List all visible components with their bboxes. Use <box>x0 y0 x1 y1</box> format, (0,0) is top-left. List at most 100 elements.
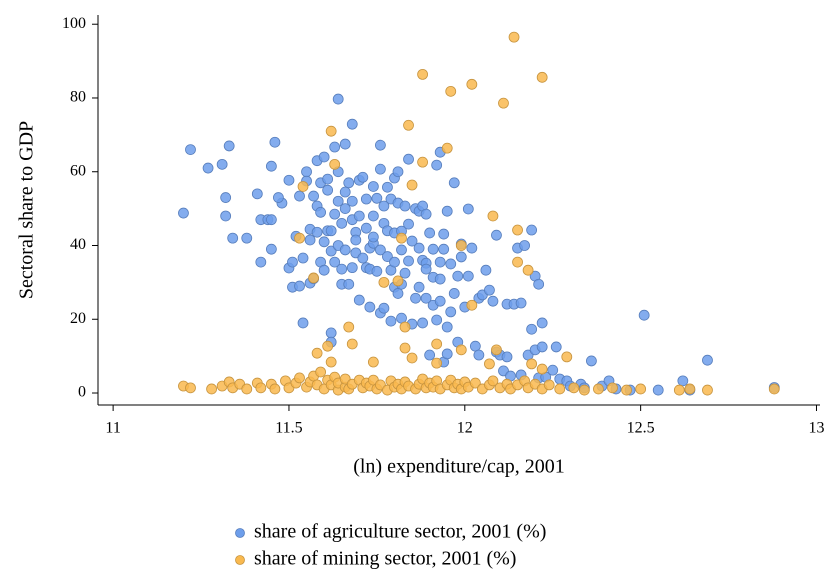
point <box>325 356 337 368</box>
point <box>568 382 580 394</box>
point <box>445 85 457 97</box>
point <box>308 272 319 284</box>
point <box>550 341 562 353</box>
point <box>336 217 348 229</box>
point <box>325 125 337 137</box>
point <box>515 297 527 309</box>
y-tick-label: 60 <box>70 162 86 179</box>
point <box>360 222 372 234</box>
point <box>343 278 355 290</box>
point <box>304 234 316 246</box>
point <box>343 177 355 189</box>
point <box>315 366 327 378</box>
point <box>406 352 418 364</box>
point <box>392 275 404 287</box>
point <box>371 265 383 277</box>
point <box>420 263 432 275</box>
x-tick-label: 12 <box>457 420 473 437</box>
point <box>410 292 421 304</box>
point <box>220 192 232 203</box>
point <box>491 344 502 356</box>
point <box>297 181 309 192</box>
point <box>522 264 534 276</box>
point <box>484 284 495 296</box>
point <box>294 372 305 384</box>
point <box>346 118 358 130</box>
point <box>431 314 443 326</box>
point <box>346 195 358 207</box>
point <box>178 207 189 219</box>
point <box>512 224 523 236</box>
point <box>185 144 196 156</box>
point <box>543 379 555 391</box>
point <box>332 93 344 105</box>
point <box>484 358 495 370</box>
point <box>374 163 386 175</box>
point <box>287 256 298 268</box>
point <box>392 288 404 299</box>
point <box>413 242 425 254</box>
point <box>329 256 341 268</box>
point <box>255 256 267 268</box>
point <box>378 276 390 288</box>
point <box>367 356 379 368</box>
point <box>431 357 443 369</box>
point <box>677 375 689 387</box>
point <box>501 351 513 363</box>
y-tick-label: 80 <box>70 89 86 106</box>
point <box>396 232 407 244</box>
y-tick-label: 0 <box>78 384 86 401</box>
point <box>223 140 235 152</box>
point <box>332 195 344 207</box>
point <box>301 166 312 178</box>
point <box>638 309 650 321</box>
point <box>325 245 337 257</box>
legend-label: share of mining sector, 2001 (%) <box>254 548 516 570</box>
point <box>434 295 446 307</box>
x-tick-label: 13 <box>808 420 824 437</box>
point <box>308 190 319 202</box>
point <box>325 327 337 339</box>
point <box>466 299 478 311</box>
point <box>202 162 214 174</box>
point <box>318 236 330 248</box>
x-tick-label: 12.5 <box>627 420 655 437</box>
point <box>378 302 390 314</box>
point <box>294 280 305 292</box>
point <box>241 232 253 244</box>
point <box>431 338 443 350</box>
legend-marker <box>235 528 245 538</box>
point <box>269 136 281 148</box>
point <box>702 384 713 396</box>
point <box>255 382 267 394</box>
point <box>353 294 365 306</box>
point <box>318 151 330 163</box>
point <box>206 383 217 395</box>
point <box>441 348 453 360</box>
point <box>297 317 309 329</box>
point <box>561 351 573 363</box>
point <box>325 225 337 237</box>
point <box>448 288 460 299</box>
point <box>462 270 474 282</box>
point <box>382 181 393 193</box>
point <box>399 342 411 354</box>
point <box>413 281 425 293</box>
point <box>420 208 432 220</box>
point <box>297 252 309 264</box>
y-tick-label: 100 <box>62 15 86 32</box>
point <box>578 384 590 396</box>
point <box>406 235 418 247</box>
point <box>353 210 365 222</box>
point <box>322 173 334 185</box>
x-tick-label: 11 <box>105 420 120 437</box>
point <box>265 160 277 172</box>
y-axis-title: Sectoral share to GDP <box>16 121 38 299</box>
point <box>424 349 436 361</box>
point <box>536 317 548 329</box>
point <box>269 383 281 395</box>
point <box>455 240 467 251</box>
point <box>491 229 502 241</box>
point <box>417 156 429 168</box>
point <box>315 206 327 218</box>
